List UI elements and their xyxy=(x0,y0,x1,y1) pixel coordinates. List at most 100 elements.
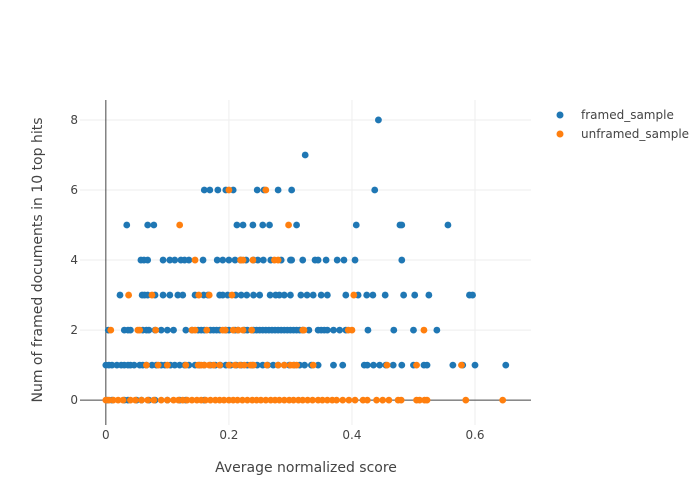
legend-item-unframed-sample[interactable]: unframed_sample xyxy=(556,127,690,141)
legend-marker-unframed-sample xyxy=(556,130,564,138)
x-tick-label: 0.2 xyxy=(219,428,238,442)
data-point xyxy=(228,291,236,299)
data-point xyxy=(199,256,207,264)
data-point xyxy=(333,396,340,404)
data-point xyxy=(345,396,353,404)
data-point xyxy=(243,396,251,404)
data-point xyxy=(249,221,257,229)
data-point xyxy=(398,221,406,229)
data-point xyxy=(219,256,227,264)
data-point xyxy=(379,396,387,404)
data-point xyxy=(185,256,193,264)
data-point xyxy=(340,256,348,264)
data-point xyxy=(254,256,262,264)
data-point xyxy=(301,361,308,369)
data-point xyxy=(202,396,209,404)
data-point xyxy=(274,256,282,264)
data-point xyxy=(191,256,199,264)
data-point xyxy=(250,291,257,299)
data-point xyxy=(317,291,325,299)
data-point xyxy=(322,256,330,264)
data-point xyxy=(323,326,331,334)
x-tick-label: 0 xyxy=(102,428,110,442)
data-point xyxy=(256,291,264,299)
data-point xyxy=(157,326,165,334)
data-point xyxy=(176,361,184,369)
data-point xyxy=(288,256,296,264)
data-point xyxy=(373,396,380,404)
data-point xyxy=(144,396,152,404)
data-point xyxy=(138,396,145,404)
data-point xyxy=(363,396,371,404)
data-point xyxy=(225,256,233,264)
x-tick-label: 0.6 xyxy=(465,428,484,442)
data-point xyxy=(314,256,322,264)
data-point xyxy=(234,326,242,334)
data-point xyxy=(125,291,133,299)
data-point xyxy=(305,326,313,334)
data-point xyxy=(136,326,144,334)
data-point xyxy=(259,256,267,264)
data-point xyxy=(319,396,326,404)
data-point xyxy=(502,361,510,369)
data-point xyxy=(213,256,221,264)
data-point xyxy=(200,186,208,194)
data-point xyxy=(108,361,116,369)
data-point xyxy=(182,361,190,369)
data-point xyxy=(200,361,208,369)
data-point xyxy=(225,186,233,194)
data-points xyxy=(102,116,510,404)
data-point xyxy=(280,396,288,404)
data-point xyxy=(390,326,398,334)
data-point xyxy=(499,396,507,404)
data-point xyxy=(237,291,245,299)
data-point xyxy=(163,396,171,404)
data-point xyxy=(423,361,431,369)
data-point xyxy=(123,221,131,229)
x-axis-ticks: 0 0.2 0.4 0.6 xyxy=(102,428,485,442)
data-point xyxy=(385,396,393,404)
data-point xyxy=(333,256,341,264)
data-point xyxy=(413,361,420,369)
data-point xyxy=(383,361,391,369)
data-point xyxy=(376,361,384,369)
legend[interactable]: framed_sample unframed_sample xyxy=(556,108,690,141)
data-point xyxy=(239,221,247,229)
data-point xyxy=(231,361,239,369)
data-point xyxy=(159,256,167,264)
data-point xyxy=(351,256,359,264)
data-point xyxy=(233,221,241,229)
data-point xyxy=(299,256,307,264)
y-tick-label: 6 xyxy=(70,183,78,197)
data-point xyxy=(176,221,184,229)
data-point xyxy=(171,361,179,369)
data-point xyxy=(183,396,191,404)
data-point xyxy=(239,396,246,404)
data-point xyxy=(259,221,267,229)
data-point xyxy=(304,396,312,404)
data-point xyxy=(293,221,300,229)
x-tick-label: 0.4 xyxy=(342,428,361,442)
data-point xyxy=(127,326,134,334)
data-point xyxy=(127,396,134,404)
data-point xyxy=(116,291,124,299)
data-point xyxy=(248,326,256,334)
legend-item-framed-sample[interactable]: framed_sample xyxy=(556,108,674,122)
y-axis-title: Num of framed documents in 10 top hits xyxy=(30,117,46,402)
data-point xyxy=(263,361,271,369)
data-point xyxy=(266,291,274,299)
data-point xyxy=(297,291,305,299)
data-point xyxy=(203,326,211,334)
data-point xyxy=(330,361,337,369)
data-point xyxy=(410,326,417,334)
data-point xyxy=(210,361,217,369)
series-unframed-sample xyxy=(102,186,507,404)
data-point xyxy=(364,326,372,334)
y-tick-label: 0 xyxy=(70,393,78,407)
data-point xyxy=(148,291,156,299)
data-point xyxy=(174,291,182,299)
data-point xyxy=(469,291,476,299)
data-point xyxy=(234,396,241,404)
data-point xyxy=(363,291,371,299)
